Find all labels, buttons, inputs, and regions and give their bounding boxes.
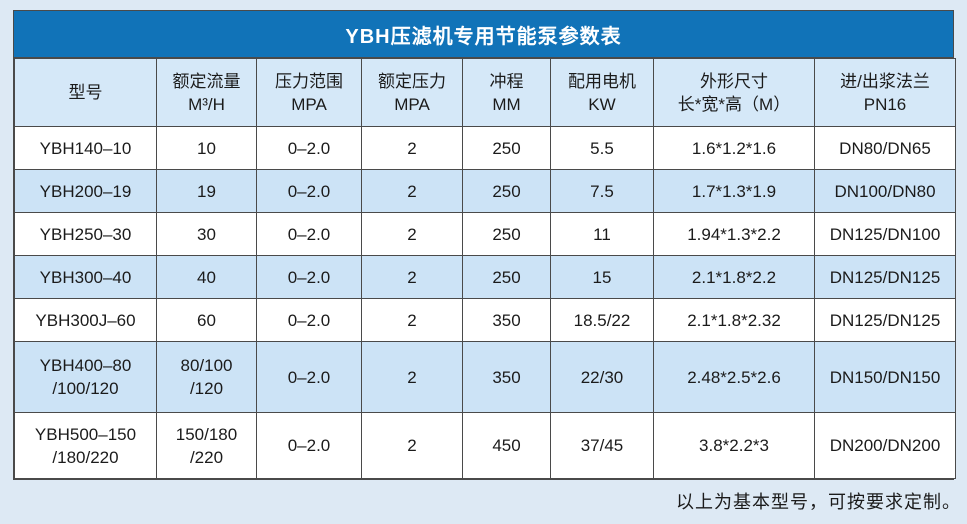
table-row: YBH300–40 40 0–2.0 2 250 15 2.1*1.8*2.2 …	[14, 255, 956, 299]
cell-rated-flow: 60	[156, 298, 257, 342]
cell-flange: DN125/DN125	[814, 298, 956, 342]
cell-motor: 15	[550, 255, 654, 299]
cell-pressure-range: 0–2.0	[256, 255, 362, 299]
col-header-flange: 进/出浆法兰 PN16	[814, 58, 956, 127]
cell-motor: 5.5	[550, 126, 654, 170]
spec-table-container: YBH压滤机专用节能泵参数表 型号 额定流量 M³/H 压力范围 MPA 额定压…	[13, 10, 956, 480]
cell-rated-flow: 40	[156, 255, 257, 299]
cell-model: YBH500–150 /180/220	[14, 412, 157, 479]
cell-rated-flow: 80/100 /120	[156, 341, 257, 413]
cell-model: YBH140–10	[14, 126, 157, 170]
cell-model: YBH250–30	[14, 212, 157, 256]
cell-model: YBH300–40	[14, 255, 157, 299]
cell-motor: 22/30	[550, 341, 654, 413]
cell-model: YBH200–19	[14, 169, 157, 213]
col-header-rated-flow: 额定流量 M³/H	[156, 58, 257, 127]
table-row: YBH250–30 30 0–2.0 2 250 11 1.94*1.3*2.2…	[14, 212, 956, 256]
table-row: YBH200–19 19 0–2.0 2 250 7.5 1.7*1.3*1.9…	[14, 169, 956, 213]
cell-dimensions: 2.1*1.8*2.2	[653, 255, 815, 299]
cell-pressure-range: 0–2.0	[256, 169, 362, 213]
cell-pressure-range: 0–2.0	[256, 341, 362, 413]
cell-pressure-range: 0–2.0	[256, 126, 362, 170]
cell-motor: 7.5	[550, 169, 654, 213]
cell-dimensions: 1.7*1.3*1.9	[653, 169, 815, 213]
cell-stroke: 450	[462, 412, 551, 479]
cell-rated-flow: 19	[156, 169, 257, 213]
cell-stroke: 250	[462, 126, 551, 170]
col-header-motor: 配用电机 KW	[550, 58, 654, 127]
col-header-model: 型号	[14, 58, 157, 127]
cell-motor: 11	[550, 212, 654, 256]
table-row: YBH140–10 10 0–2.0 2 250 5.5 1.6*1.2*1.6…	[14, 126, 956, 170]
cell-dimensions: 1.94*1.3*2.2	[653, 212, 815, 256]
cell-model: YBH400–80 /100/120	[14, 341, 157, 413]
cell-flange: DN200/DN200	[814, 412, 956, 479]
cell-dimensions: 1.6*1.2*1.6	[653, 126, 815, 170]
col-header-dimensions: 外形尺寸 长*宽*高（M）	[653, 58, 815, 127]
cell-rated-flow: 30	[156, 212, 257, 256]
col-header-pressure-range: 压力范围 MPA	[256, 58, 362, 127]
cell-rated-pressure: 2	[361, 126, 463, 170]
cell-rated-pressure: 2	[361, 412, 463, 479]
table-row: YBH500–150 /180/220 150/180 /220 0–2.0 2…	[14, 412, 956, 479]
cell-rated-pressure: 2	[361, 255, 463, 299]
spec-table: 型号 额定流量 M³/H 压力范围 MPA 额定压力 MPA 冲程 MM 配用电…	[14, 58, 956, 479]
cell-stroke: 250	[462, 255, 551, 299]
cell-flange: DN80/DN65	[814, 126, 956, 170]
cell-stroke: 350	[462, 341, 551, 413]
col-header-stroke: 冲程 MM	[462, 58, 551, 127]
cell-flange: DN125/DN100	[814, 212, 956, 256]
cell-stroke: 250	[462, 169, 551, 213]
cell-flange: DN150/DN150	[814, 341, 956, 413]
cell-rated-flow: 150/180 /220	[156, 412, 257, 479]
cell-flange: DN125/DN125	[814, 255, 956, 299]
cell-rated-pressure: 2	[361, 212, 463, 256]
cell-pressure-range: 0–2.0	[256, 412, 362, 479]
cell-stroke: 350	[462, 298, 551, 342]
cell-dimensions: 2.48*2.5*2.6	[653, 341, 815, 413]
footer-note: 以上为基本型号，可按要求定制。	[676, 492, 961, 512]
table-row: YBH300J–60 60 0–2.0 2 350 18.5/22 2.1*1.…	[14, 298, 956, 342]
cell-rated-pressure: 2	[361, 341, 463, 413]
cell-rated-pressure: 2	[361, 298, 463, 342]
cell-motor: 18.5/22	[550, 298, 654, 342]
cell-stroke: 250	[462, 212, 551, 256]
cell-dimensions: 3.8*2.2*3	[653, 412, 815, 479]
col-header-rated-pressure: 额定压力 MPA	[361, 58, 463, 127]
cell-pressure-range: 0–2.0	[256, 298, 362, 342]
header-row: 型号 额定流量 M³/H 压力范围 MPA 额定压力 MPA 冲程 MM 配用电…	[14, 58, 956, 127]
cell-flange: DN100/DN80	[814, 169, 956, 213]
cell-dimensions: 2.1*1.8*2.32	[653, 298, 815, 342]
cell-rated-pressure: 2	[361, 169, 463, 213]
cell-pressure-range: 0–2.0	[256, 212, 362, 256]
cell-motor: 37/45	[550, 412, 654, 479]
table-row: YBH400–80 /100/120 80/100 /120 0–2.0 2 3…	[14, 341, 956, 413]
table-title: YBH压滤机专用节能泵参数表	[14, 11, 953, 58]
cell-model: YBH300J–60	[14, 298, 157, 342]
cell-rated-flow: 10	[156, 126, 257, 170]
